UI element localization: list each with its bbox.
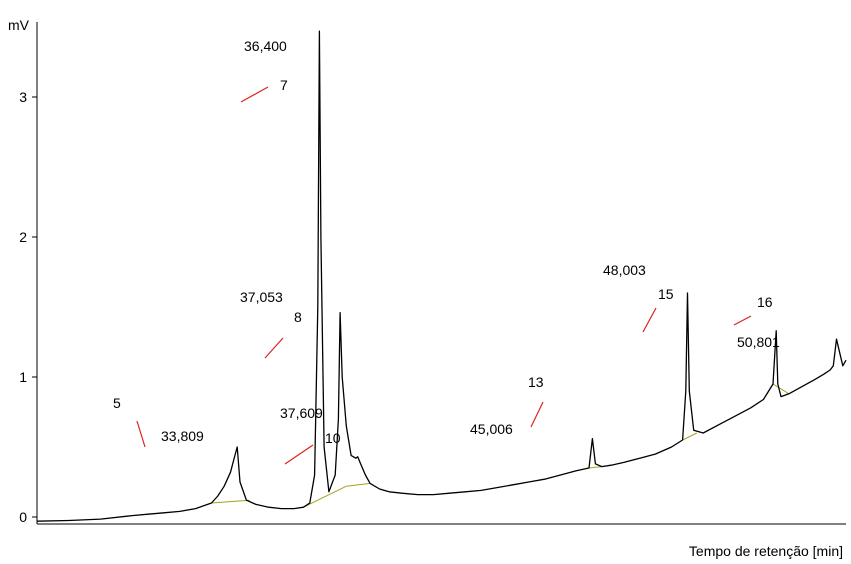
peak-time-5: 33,809 xyxy=(161,428,204,444)
peak-number-16: 16 xyxy=(757,294,773,310)
peak-marker-13 xyxy=(530,401,544,428)
peak-time-8: 37,053 xyxy=(240,289,283,305)
baseline-segment xyxy=(772,383,790,395)
peak-marker-15 xyxy=(642,307,657,333)
peak-number-15: 15 xyxy=(658,286,674,302)
y-tick-label: 3 xyxy=(19,89,27,105)
y-tick-label: 0 xyxy=(19,509,27,525)
peak-marker-10 xyxy=(284,444,314,465)
peak-number-8: 8 xyxy=(294,309,302,325)
peak-time-10: 37,609 xyxy=(280,405,323,421)
baseline-segment xyxy=(211,499,250,504)
y-axis-label: mV xyxy=(8,17,30,33)
baseline-segment xyxy=(303,485,347,508)
peak-time-16: 50,801 xyxy=(737,334,780,350)
peak-time-13: 45,006 xyxy=(470,421,513,437)
signal-trace xyxy=(36,30,847,522)
peak-number-5: 5 xyxy=(113,395,121,411)
peak-number-7: 7 xyxy=(280,77,288,93)
baseline-segment xyxy=(588,466,602,469)
y-ticks: 0 1 2 3 xyxy=(19,89,37,525)
peak-time-7: 36,400 xyxy=(244,38,287,54)
x-axis-label: Tempo de retenção [min] xyxy=(689,543,843,559)
peak-number-10: 10 xyxy=(325,430,341,446)
y-tick-label: 1 xyxy=(19,369,27,385)
peak-time-15: 48,003 xyxy=(603,262,646,278)
baseline-segment xyxy=(682,432,698,441)
peak-marker-16 xyxy=(733,315,752,326)
peak-marker-8 xyxy=(264,337,284,359)
trace-line xyxy=(36,30,847,522)
peak-number-13: 13 xyxy=(528,374,544,390)
peak-marker-5 xyxy=(136,420,146,448)
axes xyxy=(36,22,846,525)
y-tick-label: 2 xyxy=(19,229,27,245)
baseline-segment xyxy=(346,482,371,487)
peak-marker-7 xyxy=(240,86,269,103)
peak-baselines xyxy=(211,383,790,508)
